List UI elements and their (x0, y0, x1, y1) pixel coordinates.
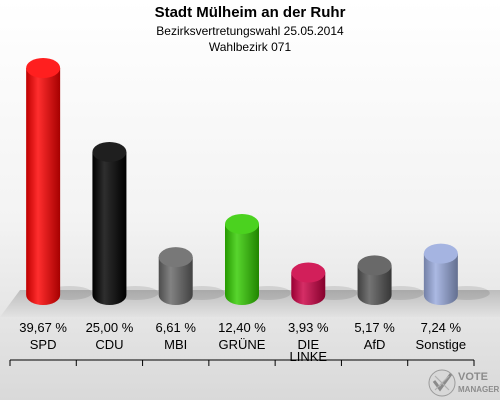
category-label-sonstige: Sonstige (416, 337, 467, 352)
category-label-spd: SPD (30, 337, 57, 352)
category-label-cdu: CDU (95, 337, 123, 352)
bar-spd (26, 58, 93, 305)
watermark-line1: VOTE (458, 371, 488, 383)
bar-cap (92, 141, 127, 162)
bar-cap (357, 255, 392, 276)
bar-cdu (92, 141, 159, 305)
category-label-afd: AfD (364, 337, 386, 352)
bar-gr-ne (225, 214, 291, 305)
category-label-gr-ne: GRÜNE (219, 337, 266, 352)
bar-die-linke (291, 262, 358, 305)
bar-cap (291, 262, 326, 283)
value-label-afd: 5,17 % (354, 320, 395, 335)
bar-cap (225, 214, 259, 235)
bars-group (26, 58, 490, 305)
watermark-logo: VOTE MANAGER (428, 369, 500, 397)
value-label-gr-ne: 12,40 % (218, 320, 266, 335)
value-label-die-linke: 3,93 % (288, 320, 329, 335)
bar-sonstige (423, 243, 490, 305)
bar-cap (158, 247, 193, 268)
bar-body (158, 257, 193, 305)
bar-body (423, 253, 458, 305)
value-label-mbi: 6,61 % (155, 320, 196, 335)
chart-subtitle-district: Wahlbezirk 071 (209, 40, 292, 54)
value-label-spd: 39,67 % (19, 320, 67, 335)
vote-manager-check-icon (428, 369, 456, 397)
bar-cap (26, 58, 61, 78)
axis-ticks (9, 360, 475, 366)
value-label-cdu: 25,00 % (86, 320, 134, 335)
bar-body (357, 265, 392, 305)
bar-body (26, 68, 61, 305)
chart-title: Stadt Mülheim an der Ruhr (155, 4, 346, 21)
category-label-mbi: MBI (164, 337, 187, 352)
bar-cap (423, 243, 458, 264)
bar-body (225, 224, 259, 305)
watermark-line2: MANAGER (458, 385, 500, 394)
value-label-sonstige: 7,24 % (421, 320, 462, 335)
chart-subtitle-date: Bezirksvertretungswahl 25.05.2014 (156, 24, 344, 38)
bar-afd (357, 255, 424, 305)
bar-mbi (158, 247, 225, 305)
labels-group: 39,67 % SPD 25,00 % CDU 6,61 % MBI 12,40 % GRÜN… (19, 320, 466, 364)
bar-body (92, 151, 127, 305)
